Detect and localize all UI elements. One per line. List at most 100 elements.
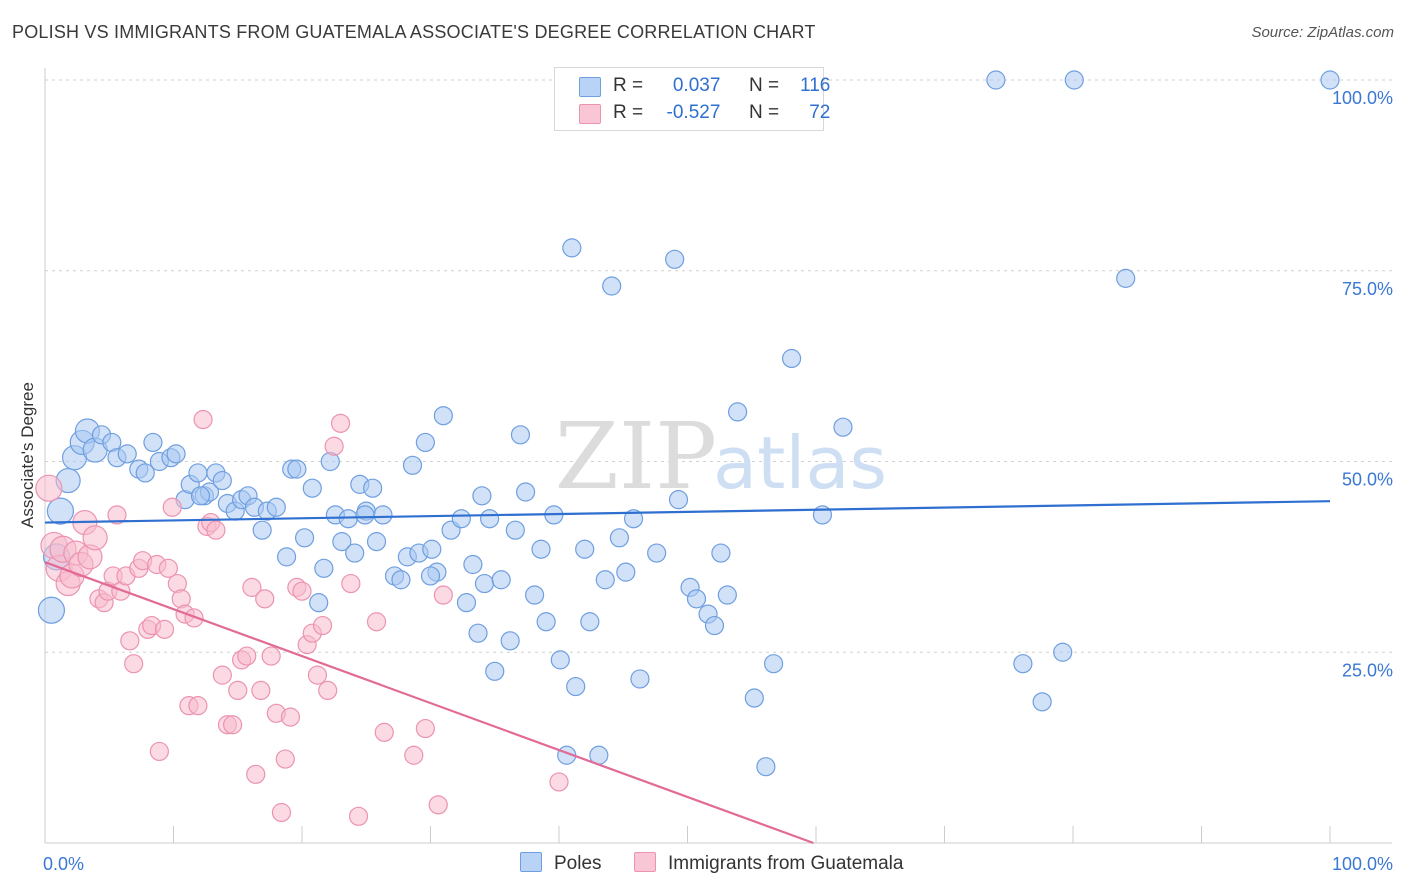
- poles-point: [744, 688, 764, 708]
- guatemala-point: [404, 745, 424, 765]
- y-tick-label: 100.0%: [1332, 88, 1393, 108]
- poles-point: [665, 249, 685, 269]
- guatemala-point: [242, 577, 262, 597]
- guatemala-point: [275, 749, 295, 769]
- guatemala-legend-label: Immigrants from Guatemala: [668, 853, 904, 874]
- poles-point: [117, 444, 137, 464]
- poles-point: [1032, 692, 1052, 712]
- poles-point: [355, 505, 375, 525]
- guatemala-point: [246, 764, 266, 784]
- poles-point: [332, 532, 352, 552]
- guatemala-point: [82, 525, 108, 551]
- poles-point: [391, 570, 411, 590]
- poles-point: [595, 570, 615, 590]
- poles-point: [422, 539, 442, 559]
- poles-legend-label: Poles: [554, 853, 602, 874]
- n-label: N =: [748, 75, 780, 96]
- guatemala-point: [35, 474, 63, 502]
- poles-point: [536, 612, 556, 632]
- poles-point: [609, 528, 629, 548]
- guatemala-point: [212, 665, 232, 685]
- poles-point: [756, 757, 776, 777]
- guatemala-point: [184, 608, 204, 628]
- poles-point: [510, 425, 531, 445]
- source-note: Source: ZipAtlas.com: [1251, 24, 1394, 41]
- poles-point: [986, 70, 1006, 90]
- legend-text-poles: R = 0.037 N = 116: [613, 75, 830, 97]
- guatemala-point: [433, 585, 453, 605]
- poles-point: [623, 509, 644, 529]
- poles-point: [1116, 268, 1136, 288]
- guatemala-point: [330, 413, 351, 433]
- n-label: N =: [748, 102, 780, 123]
- poles-point: [190, 486, 211, 506]
- poles-point: [668, 490, 689, 510]
- series-poles: [37, 70, 1340, 777]
- guatemala-point: [318, 680, 338, 701]
- r-value-poles: 0.037: [672, 75, 721, 96]
- guatemala-point: [415, 718, 435, 739]
- guatemala-point: [324, 436, 344, 456]
- poles-point: [616, 562, 636, 582]
- guatemala-point: [307, 665, 328, 685]
- poles-point: [630, 669, 650, 689]
- poles-point: [480, 509, 500, 529]
- poles-point: [314, 558, 334, 578]
- series-guatemala: [35, 409, 569, 826]
- poles-point: [781, 348, 802, 369]
- guatemala-point: [228, 680, 248, 701]
- y-tick-label: 50.0%: [1342, 470, 1393, 490]
- x-tick-label-max: 100.0%: [1332, 854, 1393, 874]
- guatemala-point: [292, 581, 312, 601]
- poles-point: [763, 654, 784, 674]
- legend-text-guatemala: R = -0.527 N = 72: [613, 102, 830, 124]
- guatemala-legend-swatch: [634, 852, 656, 872]
- poles-point: [1053, 642, 1073, 662]
- poles-point: [711, 543, 731, 563]
- poles-point: [345, 543, 365, 563]
- y-tick-label: 25.0%: [1342, 660, 1393, 680]
- poles-swatch: [579, 77, 601, 97]
- poles-point: [456, 593, 477, 613]
- guatemala-point: [348, 806, 369, 826]
- guatemala-swatch: [579, 104, 601, 124]
- poles-point: [485, 661, 505, 681]
- trend-lines: [44, 500, 1331, 845]
- poles-point: [252, 520, 272, 540]
- guatemala-trend-line: [44, 561, 814, 845]
- guatemala-point: [223, 715, 243, 735]
- poles-point: [550, 650, 570, 670]
- watermark-zip: ZIP: [555, 403, 717, 510]
- poles-point: [287, 459, 307, 479]
- poles-point: [524, 585, 545, 605]
- poles-point: [500, 631, 520, 651]
- poles-point: [433, 406, 453, 426]
- guatemala-point: [193, 409, 213, 430]
- guatemala-point: [158, 558, 178, 578]
- poles-point: [474, 573, 495, 594]
- guatemala-point: [124, 654, 144, 674]
- poles-point: [647, 543, 667, 563]
- guatemala-point: [428, 795, 448, 815]
- x-tick-label-min: 0.0%: [43, 854, 84, 874]
- poles-point: [491, 570, 511, 590]
- watermark: ZIP atlas: [555, 403, 887, 510]
- poles-point: [135, 463, 155, 483]
- poles-point: [143, 432, 163, 453]
- guatemala-point: [188, 696, 208, 716]
- r-label: R =: [613, 102, 644, 123]
- poles-point: [402, 455, 423, 475]
- guatemala-point: [280, 707, 301, 727]
- guatemala-point: [251, 680, 271, 701]
- poles-point: [415, 432, 435, 453]
- poles-trend-line: [44, 500, 1331, 524]
- poles-point: [294, 528, 315, 548]
- poles-point: [309, 593, 329, 613]
- poles-point: [704, 615, 725, 636]
- poles-point: [46, 497, 75, 525]
- poles-point: [212, 470, 232, 491]
- guatemala-point: [206, 520, 226, 540]
- poles-point: [338, 509, 358, 529]
- poles-point: [420, 566, 441, 586]
